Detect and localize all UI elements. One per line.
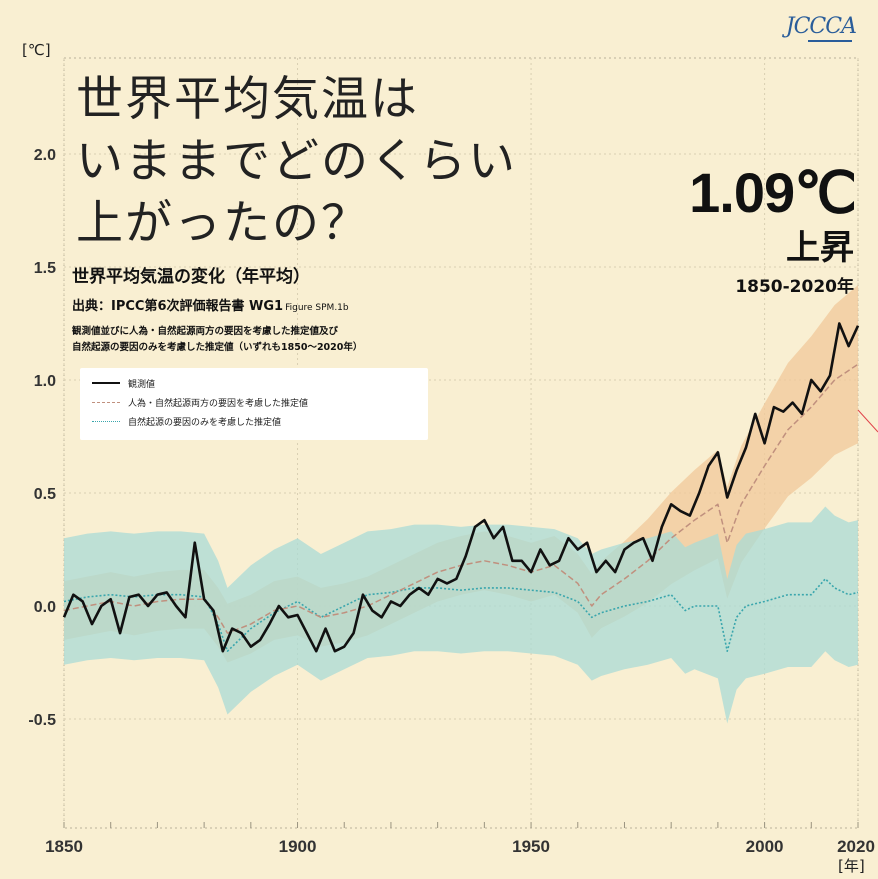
legend-swatch-natural (92, 420, 120, 422)
legend-item-natural: 自然起源の要因のみを考慮した推定値 (92, 414, 281, 428)
headline-line-2: いままでどのくらい (76, 134, 517, 189)
legend-swatch-observed (92, 382, 120, 384)
callout-value: 1.09℃ (689, 161, 857, 224)
x-tick-label: 2000 (746, 837, 784, 856)
y-tick-label: -0.5 (28, 712, 56, 729)
legend-swatch-human-natural (92, 401, 120, 403)
source-line: 出典：IPCC第6次評価報告書 WG1 Figure SPM.1b (72, 295, 349, 314)
source-ref: Figure SPM.1b (285, 303, 349, 313)
jccca-logo: JCCCA (785, 14, 857, 39)
y-tick-label: 0.0 (34, 599, 56, 616)
x-tick-label: 1950 (512, 837, 550, 856)
legend-label-natural: 自然起源の要因のみを考慮した推定値 (128, 417, 282, 428)
note-line-1: 観測値並びに人為・自然起源両方の要因を考慮した推定値及び (72, 326, 339, 337)
plot-border (63, 57, 859, 829)
chart-title: 世界平均気温の変化（年平均） (72, 267, 310, 287)
x-tick-label: 1850 (45, 837, 83, 856)
callout-arrow (857, 409, 878, 433)
headline-line-1: 世界平均気温は (76, 72, 419, 127)
y-tick-label: 2.0 (34, 147, 56, 164)
legend-item-observed: 観測値 (92, 376, 155, 390)
callout-label: 上昇 (786, 228, 854, 268)
x-tick-label: 1900 (279, 837, 317, 856)
source-main: 出典：IPCC第6次評価報告書 WG1 (72, 299, 284, 314)
y-tick-label: 0.5 (34, 486, 56, 503)
band-natural (64, 506, 858, 724)
series-line-observed (62, 322, 860, 653)
y-tick-label: 1.0 (34, 373, 56, 390)
y-tick-label: 1.5 (34, 260, 56, 277)
logo-underline (808, 40, 852, 42)
legend: 観測値 人為・自然起源両方の要因を考慮した推定値 自然起源の要因のみを考慮した推… (80, 368, 428, 440)
legend-label-human-natural: 人為・自然起源両方の要因を考慮した推定値 (128, 398, 309, 409)
legend-item-human-natural: 人為・自然起源両方の要因を考慮した推定値 (92, 395, 308, 409)
x-axis-unit: [年] (838, 857, 865, 875)
note-line-2: 自然起源の要因のみを考慮した推定値（いずれも1850～2020年） (72, 342, 363, 353)
y-axis-unit: [℃] (22, 41, 51, 59)
x-tick-label: 2020 (837, 837, 875, 856)
series-line-natural (63, 578, 859, 653)
callout-range: 1850-2020年 (735, 277, 854, 297)
legend-label-observed: 観測値 (128, 379, 156, 390)
headline-line-3: 上がったの？ (76, 196, 370, 251)
